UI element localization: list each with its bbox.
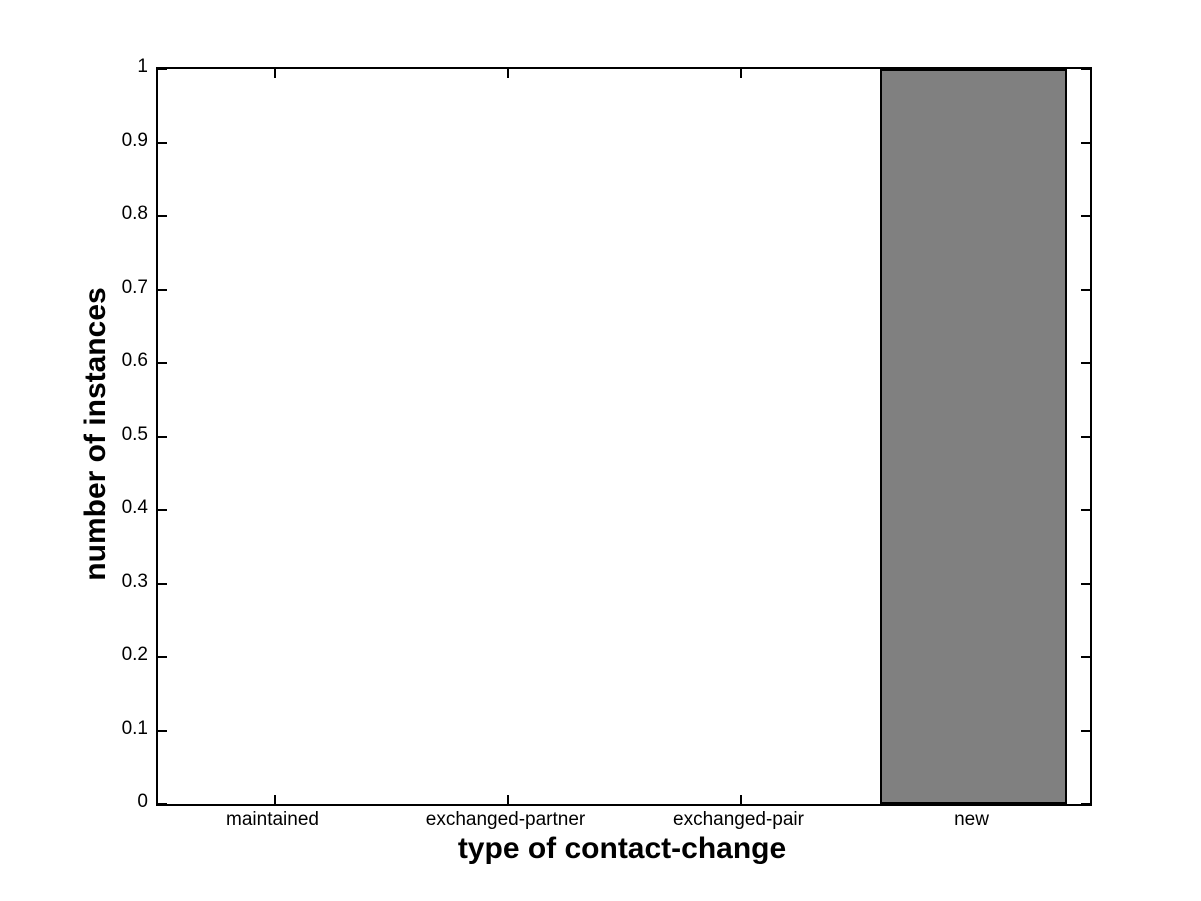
x-tick-label: new	[954, 809, 989, 830]
y-tick-right	[1081, 729, 1090, 732]
y-tick-right	[1081, 803, 1090, 805]
y-tick-right	[1081, 435, 1090, 438]
x-tick-bottom	[273, 795, 276, 804]
y-tick-right	[1081, 509, 1090, 511]
y-tick-label: 0	[137, 791, 148, 812]
y-tick-left	[158, 141, 167, 144]
y-tick-label: 0.9	[121, 129, 148, 151]
y-tick-right	[1081, 215, 1090, 217]
plot-area	[156, 67, 1092, 806]
x-tick-label: exchanged-partner	[425, 809, 586, 830]
y-tick-label: 0.5	[121, 423, 148, 445]
y-tick-right	[1081, 362, 1090, 364]
x-tick-top	[273, 69, 276, 78]
x-tick-label: exchanged-pair	[673, 809, 804, 830]
y-tick-right	[1081, 656, 1090, 658]
y-tick-label: 0.6	[121, 350, 148, 371]
y-tick-label: 0.7	[121, 276, 148, 298]
y-tick-right	[1081, 288, 1090, 291]
y-tick-label: 1	[137, 56, 148, 77]
y-tick-left	[158, 435, 167, 438]
x-tick-label: maintained	[226, 809, 319, 830]
y-tick-label: 0.4	[121, 497, 148, 518]
y-tick-left	[158, 215, 167, 217]
y-tick-label: 0.3	[121, 570, 148, 592]
x-tick-top	[739, 69, 742, 78]
y-tick-right	[1081, 141, 1090, 144]
y-tick-label: 0.8	[121, 203, 148, 224]
y-tick-left	[158, 288, 167, 291]
y-tick-right	[1081, 582, 1090, 585]
x-axis-label: type of contact-change	[457, 832, 787, 865]
x-tick-bottom	[739, 795, 742, 804]
y-tick-left	[158, 803, 167, 805]
y-tick-left	[158, 729, 167, 732]
y-tick-left	[158, 509, 167, 511]
y-tick-label: 0.2	[121, 644, 148, 665]
x-tick-top	[506, 69, 509, 78]
y-tick-label: 0.1	[121, 717, 148, 739]
bar-new	[880, 69, 1067, 804]
x-tick-bottom	[506, 795, 509, 804]
y-tick-left	[158, 68, 167, 70]
y-tick-left	[158, 362, 167, 364]
y-tick-left	[158, 582, 167, 585]
y-tick-left	[158, 656, 167, 658]
y-tick-right	[1081, 68, 1090, 70]
